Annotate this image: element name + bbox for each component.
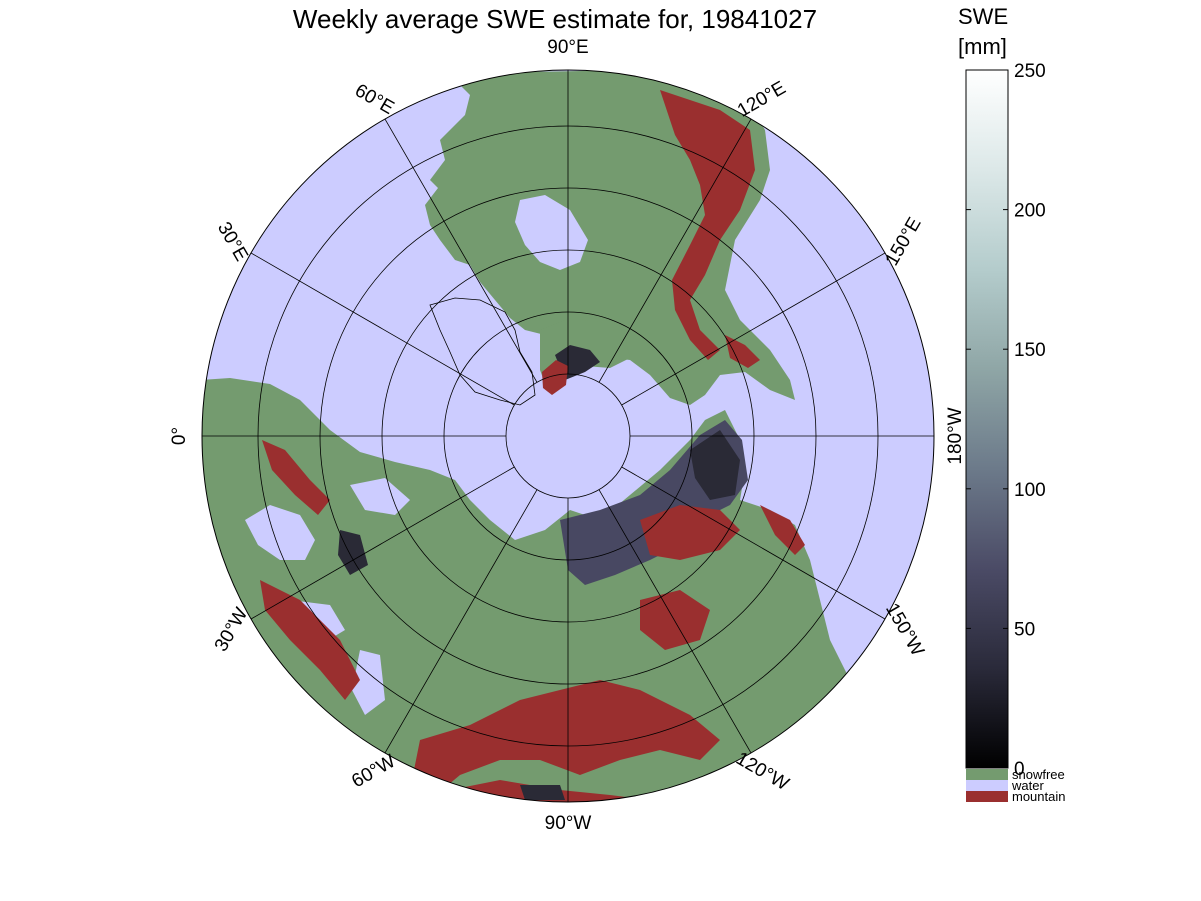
colorbar-tick-label: 250: [1014, 61, 1046, 82]
white-sea: [350, 478, 410, 515]
siberia-snow-dark: [690, 430, 740, 500]
meridian-line: [621, 466, 886, 620]
mountain-altai: [640, 590, 710, 650]
map-title: Weekly average SWE estimate for, 1984102…: [292, 4, 818, 34]
meridian-label: 150°W: [881, 600, 928, 660]
colorbar-tick-label: 150: [1014, 340, 1046, 361]
category-swatch-mountain: [966, 791, 1008, 802]
mountain-kamchatka: [760, 505, 805, 555]
category-swatch-snowfree: [966, 769, 1008, 780]
meridian-label: 150°E: [882, 214, 926, 270]
landmass-greenland: [429, 297, 536, 406]
meridian-label: 90°W: [545, 813, 592, 834]
hudson-bay: [515, 195, 588, 270]
mountain-himalaya: [450, 780, 700, 802]
mountain-alaska: [725, 335, 760, 368]
meridian-label: 60°W: [348, 751, 399, 793]
colorbar-title: SWE [mm]: [958, 2, 1008, 62]
meridian-label: 90°E: [547, 37, 588, 58]
category-label-snowfree: snowfree: [1012, 767, 1065, 782]
meridian-label: 180°W: [945, 407, 966, 464]
meridian-line: [250, 466, 515, 620]
meridian-label: 30°E: [213, 219, 252, 265]
meridian-label: 0°: [169, 427, 190, 445]
map-border: [201, 69, 935, 803]
meridian-line: [250, 252, 515, 406]
colorbar-ticks: 0 50 100 150 200 250: [966, 61, 1046, 780]
meridian-line: [384, 118, 538, 383]
colorbar-tick-label: 100: [1014, 480, 1046, 501]
colorbar-gradient: [965, 69, 1009, 769]
baltic-sea: [245, 505, 315, 560]
mountain-central-asia: [410, 680, 720, 800]
meridian-line: [598, 118, 752, 383]
baffin-mountain: [542, 360, 568, 395]
colorbar-tick-label: 0: [1014, 759, 1025, 780]
colorbar-title-quantity: SWE: [958, 4, 1009, 29]
category-label-mountain: mountain: [1012, 789, 1065, 804]
category-label-water: water: [1011, 778, 1044, 793]
meridian-label: 30°W: [211, 604, 253, 655]
meridian-line: [621, 252, 886, 406]
meridian-label: 120°E: [734, 77, 790, 121]
mountain-rockies: [660, 90, 755, 360]
snow-patch-ural: [338, 530, 368, 575]
category-swatch-water: [966, 780, 1008, 791]
map-disc: [202, 70, 934, 802]
mountain-caucasus: [260, 580, 360, 700]
snow-patch-tibet: [520, 785, 565, 800]
colorbar-tick-label: 50: [1014, 619, 1035, 640]
graticule: [202, 70, 934, 802]
mountain-east-siberia: [640, 505, 740, 560]
mountain-scandinavia: [262, 440, 330, 515]
meridian-line: [598, 489, 752, 754]
colorbar-title-unit: [mm]: [958, 34, 1007, 59]
colorbar-tick-label: 200: [1014, 201, 1046, 222]
meridian-label: 120°W: [732, 748, 792, 795]
meridian-line: [384, 489, 538, 754]
meridian-label: 60°E: [351, 80, 397, 119]
